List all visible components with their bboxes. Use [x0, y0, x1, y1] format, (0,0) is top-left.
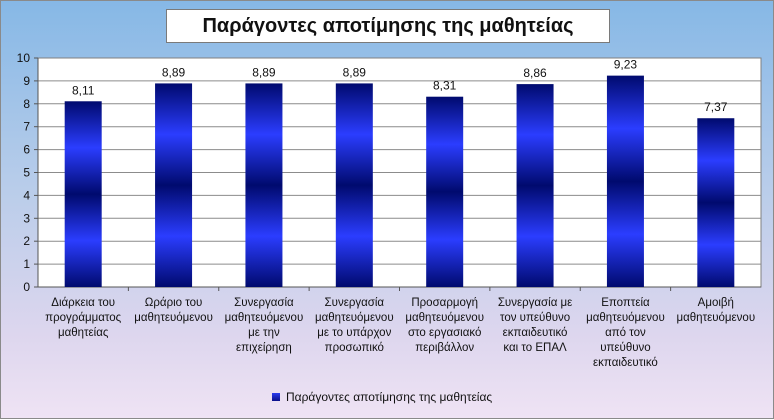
y-tick-label: 8	[23, 97, 30, 111]
x-category-label-line: Συνεργασία με	[498, 297, 572, 309]
y-tick-label: 2	[23, 234, 30, 248]
data-label: 8,86	[523, 66, 547, 80]
data-label: 8,31	[433, 79, 457, 93]
y-tick-label: 6	[23, 143, 30, 157]
x-category-label-line: προσωπικό	[325, 342, 384, 354]
x-category-label-line: τον υπεύθυνο	[500, 312, 570, 324]
chart-title: Παράγοντες αποτίμησης της μαθητείας	[166, 9, 610, 43]
x-category-label-line: μαθητευόμενου	[677, 312, 756, 324]
y-tick-label: 0	[23, 280, 30, 294]
x-category-label-line: με την	[248, 327, 280, 339]
y-tick-label: 7	[23, 120, 30, 134]
x-category-label-line: μαθητευόμενου	[586, 312, 665, 324]
x-category-label-line: μαθητείας	[58, 327, 109, 339]
legend: Παράγοντες αποτίμησης της μαθητείας	[272, 387, 504, 407]
data-label: 8,89	[343, 65, 367, 79]
bar	[606, 75, 644, 288]
bar	[245, 83, 283, 287]
data-label: 8,11	[72, 83, 95, 97]
x-category-label-line: εκπαιδευτικό	[503, 327, 568, 339]
y-tick-label: 9	[23, 74, 30, 88]
x-category-label-line: περιβάλλον	[415, 342, 474, 354]
x-category-label: Συνεργασία μαθητευόμενου με την επιχείρηση	[225, 297, 304, 354]
bar	[516, 84, 554, 287]
x-category-label-line: και το ΕΠΑΛ	[503, 342, 567, 354]
data-label: 7,37	[704, 100, 728, 114]
bar	[335, 83, 373, 287]
x-category-label-line: Συνεργασία	[234, 297, 294, 309]
data-label: 8,89	[252, 65, 276, 79]
x-category-label-line: με το υπάρχον	[317, 327, 391, 339]
bar	[697, 118, 735, 288]
x-category-label: Προσαρμογή μαθητευόμενου στο εργασιακό περι…	[405, 297, 484, 354]
data-label: 8,89	[162, 65, 186, 79]
y-tick-label: 10	[17, 51, 31, 65]
x-category-label-line: εκπαιδευτικό	[593, 357, 658, 369]
x-category-label: Συνεργασία μαθητευόμενου με το υπάρχον προσ…	[315, 297, 394, 354]
y-tick-label: 4	[23, 188, 30, 202]
y-tick-label: 1	[23, 257, 30, 271]
x-category-label: Συνεργασία με τον υπεύθυνο εκπαιδευτικό και…	[498, 297, 572, 354]
x-category-label-line: μαθητευόμενου	[225, 312, 304, 324]
x-category-label-line: Εποπτεία	[601, 297, 650, 309]
x-category-label-line: μαθητευόμενου	[134, 312, 213, 324]
x-category-label: Ωράριο του μαθητευόμενου	[134, 297, 213, 324]
x-category-label-line: μαθητευόμενου	[315, 312, 394, 324]
y-tick-label: 5	[23, 166, 30, 180]
x-category-label-line: Ωράριο του	[145, 297, 203, 309]
x-category-label: Διάρκεια του προγράμματος μαθητείας	[45, 297, 121, 339]
bar	[155, 83, 193, 287]
x-category-label: Αμοιβή μαθητευόμενου	[677, 297, 756, 324]
bar	[426, 96, 464, 288]
x-category-label-line: επιχείρηση	[236, 342, 292, 354]
data-label: 9,23	[614, 58, 638, 72]
legend-swatch	[272, 393, 280, 401]
bar	[64, 101, 102, 287]
x-category-label-line: υπεύθυνο	[600, 342, 650, 354]
x-category-label: Εποπτεία μαθητευόμενου από τον υπεύθυνο εκπα…	[586, 297, 665, 369]
x-category-label-line: Συνεργασία	[325, 297, 385, 309]
y-tick-label: 3	[23, 211, 30, 225]
x-category-label-line: Αμοιβή	[698, 297, 734, 309]
x-category-label-line: μαθητευόμενου	[405, 312, 484, 324]
x-category-label-line: Διάρκεια του	[51, 297, 115, 309]
x-category-label-line: στο εργασιακό	[408, 327, 481, 339]
x-category-label-line: Προσαρμογή	[411, 297, 478, 309]
x-category-label-line: από τον	[605, 327, 646, 339]
legend-label: Παράγοντες αποτίμησης της μαθητείας	[286, 390, 493, 404]
x-category-label-line: προγράμματος	[45, 312, 121, 324]
